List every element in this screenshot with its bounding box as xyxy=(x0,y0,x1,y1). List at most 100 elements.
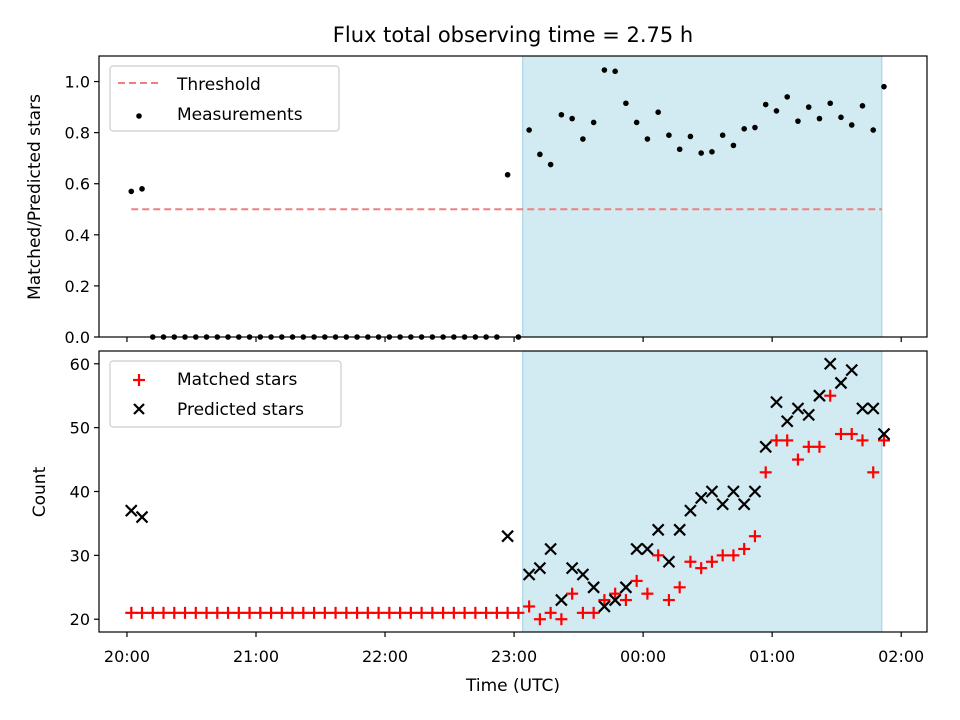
matched-star-marker xyxy=(265,606,278,619)
predicted-star-marker xyxy=(608,593,622,607)
measurement-point xyxy=(526,127,532,133)
measurement-point xyxy=(709,148,715,155)
predicted-star-marker xyxy=(823,357,837,371)
bottom-y-axis-label: Count xyxy=(30,466,50,517)
matched-star-marker xyxy=(673,581,686,594)
matched-star-marker xyxy=(125,606,138,619)
matched-star-marker xyxy=(716,549,729,562)
matched-star-marker xyxy=(544,606,557,619)
predicted-marker-b xyxy=(748,485,762,498)
top-y-tick-label: 0.6 xyxy=(65,175,90,194)
predicted-marker-b xyxy=(791,402,805,415)
chart-title: Flux total observing time = 2.75 h xyxy=(333,23,693,47)
matched-star-marker xyxy=(200,606,213,619)
matched-star-marker xyxy=(523,600,536,613)
measurement-point xyxy=(795,118,801,124)
threshold-legend-label: Threshold xyxy=(176,75,261,95)
measurement-point xyxy=(569,115,575,122)
top-y-tick-label: 1.0 xyxy=(65,73,90,92)
top-x-ticks xyxy=(126,337,902,342)
matched-star-marker xyxy=(533,613,546,626)
predicted-star-marker xyxy=(694,491,708,505)
measurement-point xyxy=(881,83,887,90)
matched-star-marker xyxy=(308,606,321,619)
matched-star-marker xyxy=(834,428,847,441)
bottom-x-ticks: 20:00 21:00 22:00 23:00 00:00 01:00 02:00 xyxy=(104,632,924,666)
matched-star-marker xyxy=(705,555,718,568)
matched-star-marker xyxy=(576,606,589,619)
predicted-marker-b xyxy=(737,497,751,511)
predicted-star-marker xyxy=(641,542,654,556)
matched-star-marker xyxy=(157,606,170,619)
x-axis-label: Time (UTC) xyxy=(465,676,560,696)
predicted-star-marker xyxy=(866,402,880,415)
measurement-point xyxy=(698,150,704,156)
matched-star-marker xyxy=(802,440,815,453)
predicted-marker-b xyxy=(619,581,633,594)
top-observing-span xyxy=(522,55,883,338)
predicted-star-marker xyxy=(501,529,514,543)
matched-star-marker xyxy=(609,587,622,600)
predicted-points xyxy=(124,357,891,613)
matched-star-marker xyxy=(748,530,761,543)
predicted-star-marker xyxy=(565,561,579,575)
measurement-point xyxy=(504,171,511,178)
measurement-point xyxy=(730,142,737,149)
measurement-point xyxy=(537,151,543,158)
measurement-point xyxy=(816,115,823,122)
predicted-marker-b xyxy=(598,600,611,613)
x-tick-label: 23:00 xyxy=(491,647,537,666)
measurement-point xyxy=(752,124,758,131)
matched-star-marker xyxy=(512,606,525,619)
measurement-point xyxy=(139,186,145,192)
matched-legend-label: Matched stars xyxy=(177,370,297,390)
matched-star-marker xyxy=(684,555,697,568)
predicted-marker-b xyxy=(533,561,547,575)
matched-star-marker xyxy=(490,606,503,619)
predicted-marker-b xyxy=(662,555,676,569)
predicted-marker-b xyxy=(727,485,740,498)
predicted-star-marker xyxy=(662,555,676,569)
predicted-marker-b xyxy=(866,402,880,415)
matched-star-marker xyxy=(415,606,428,619)
predicted-star-marker xyxy=(705,485,719,498)
measurement-point xyxy=(676,146,683,153)
matched-star-marker xyxy=(383,606,396,619)
matched-star-marker xyxy=(179,606,192,619)
measurement-point xyxy=(859,103,866,109)
predicted-star-marker xyxy=(813,389,826,402)
predicted-marker-b xyxy=(823,357,837,371)
predicted-marker-b xyxy=(759,440,772,454)
predicted-marker-b xyxy=(780,414,794,428)
predicted-star-marker xyxy=(619,581,633,594)
predicted-star-marker xyxy=(834,376,848,390)
matched-star-marker xyxy=(641,587,654,600)
matched-star-marker xyxy=(813,440,826,453)
predicted-star-marker xyxy=(780,414,794,428)
predicted-star-marker xyxy=(124,504,138,517)
matched-points xyxy=(125,389,890,626)
matched-star-marker xyxy=(211,606,224,619)
bottom-panel: 20 30 40 50 60 20:00 21:00 22:00 23:00 00:00 01:0… xyxy=(30,350,928,696)
predicted-marker-b xyxy=(576,568,590,581)
matched-star-marker xyxy=(318,606,331,619)
matched-star-marker xyxy=(824,389,837,402)
matched-star-marker xyxy=(867,466,880,479)
matched-star-marker xyxy=(652,549,665,562)
matched-star-marker xyxy=(630,574,643,587)
predicted-marker-b xyxy=(813,389,826,402)
x-tick-label: 20:00 xyxy=(104,647,150,666)
top-y-tick-label: 0.4 xyxy=(65,226,90,245)
predicted-star-marker xyxy=(673,523,686,537)
matched-star-marker xyxy=(394,606,407,619)
matched-star-marker xyxy=(555,613,568,626)
bottom-observing-span xyxy=(522,350,883,633)
matched-star-marker xyxy=(662,594,675,607)
predicted-marker-b xyxy=(877,427,891,441)
matched-star-marker xyxy=(598,594,611,607)
measurement-point xyxy=(547,161,554,168)
matched-star-marker xyxy=(329,606,342,619)
measurements-legend-swatch xyxy=(136,113,142,119)
bottom-legend-frame xyxy=(109,360,342,428)
